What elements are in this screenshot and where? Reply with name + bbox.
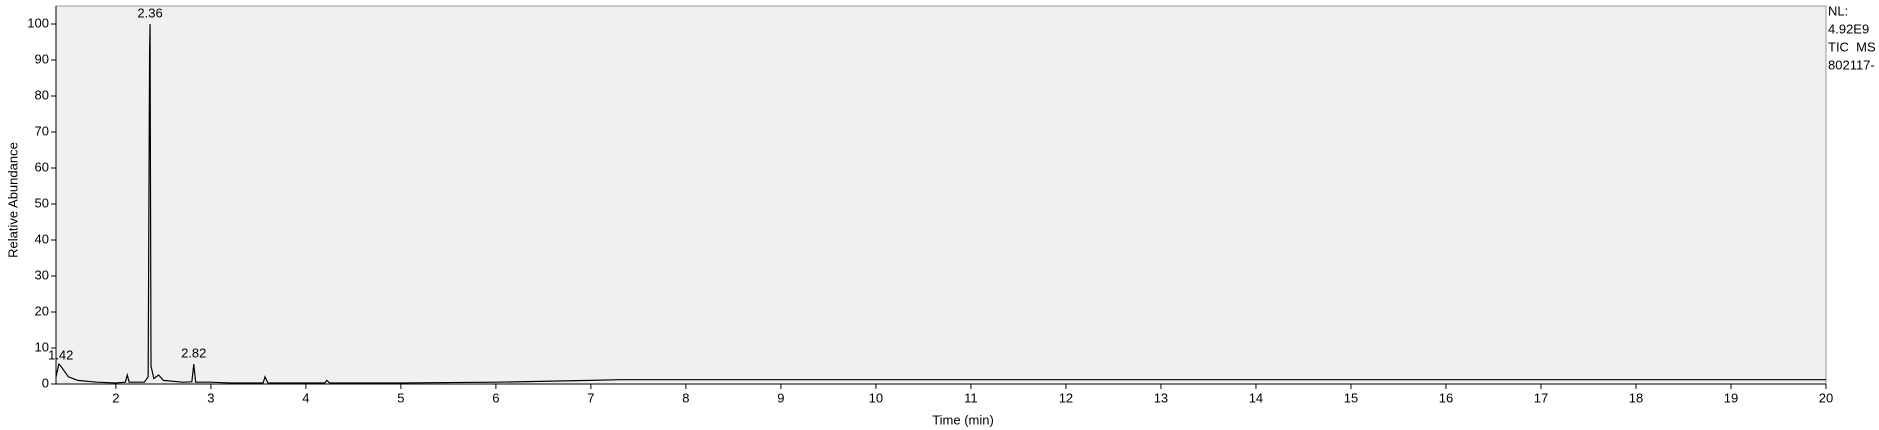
x-tick-label: 17 — [1534, 390, 1548, 405]
x-tick-label: 13 — [1154, 390, 1168, 405]
x-tick-label: 18 — [1629, 390, 1643, 405]
x-tick-label: 5 — [397, 390, 404, 405]
x-tick-label: 8 — [682, 390, 689, 405]
y-tick-label: 90 — [35, 51, 49, 66]
y-tick-label: 70 — [35, 123, 49, 138]
x-tick-label: 6 — [492, 390, 499, 405]
x-tick-label: 12 — [1059, 390, 1073, 405]
x-tick-label: 4 — [302, 390, 309, 405]
y-tick-label: 10 — [35, 339, 49, 354]
x-tick-label: 2 — [112, 390, 119, 405]
peak-label: 1.42 — [48, 347, 73, 362]
x-axis-title: Time (min) — [932, 412, 994, 427]
y-tick-label: 100 — [27, 15, 49, 30]
x-tick-label: 16 — [1439, 390, 1453, 405]
y-tick-label: 50 — [35, 195, 49, 210]
x-tick-label: 20 — [1819, 390, 1833, 405]
x-tick-label: 19 — [1724, 390, 1738, 405]
x-tick-label: 3 — [207, 390, 214, 405]
plot-area — [55, 5, 1827, 385]
x-tick-label: 14 — [1249, 390, 1263, 405]
y-tick-label: 60 — [35, 159, 49, 174]
peak-label: 2.36 — [137, 5, 162, 20]
y-tick-label: 80 — [35, 87, 49, 102]
y-tick-label: 20 — [35, 303, 49, 318]
y-tick-label: 40 — [35, 231, 49, 246]
peak-label: 2.82 — [181, 346, 206, 361]
x-tick-label: 10 — [869, 390, 883, 405]
side-label: 4.92E9 — [1828, 21, 1869, 36]
trace — [55, 23, 1826, 384]
side-label: NL: — [1828, 3, 1848, 18]
x-tick-label: 9 — [777, 390, 784, 405]
side-label: 802117- — [1828, 57, 1875, 72]
x-tick-label: 7 — [587, 390, 594, 405]
y-tick-label: 0 — [42, 375, 49, 390]
y-axis-title: Relative Abundance — [5, 142, 20, 258]
side-label: TIC MS — [1828, 39, 1876, 54]
x-tick-label: 11 — [964, 390, 978, 405]
y-tick-label: 30 — [35, 267, 49, 282]
x-tick-label: 15 — [1344, 390, 1358, 405]
